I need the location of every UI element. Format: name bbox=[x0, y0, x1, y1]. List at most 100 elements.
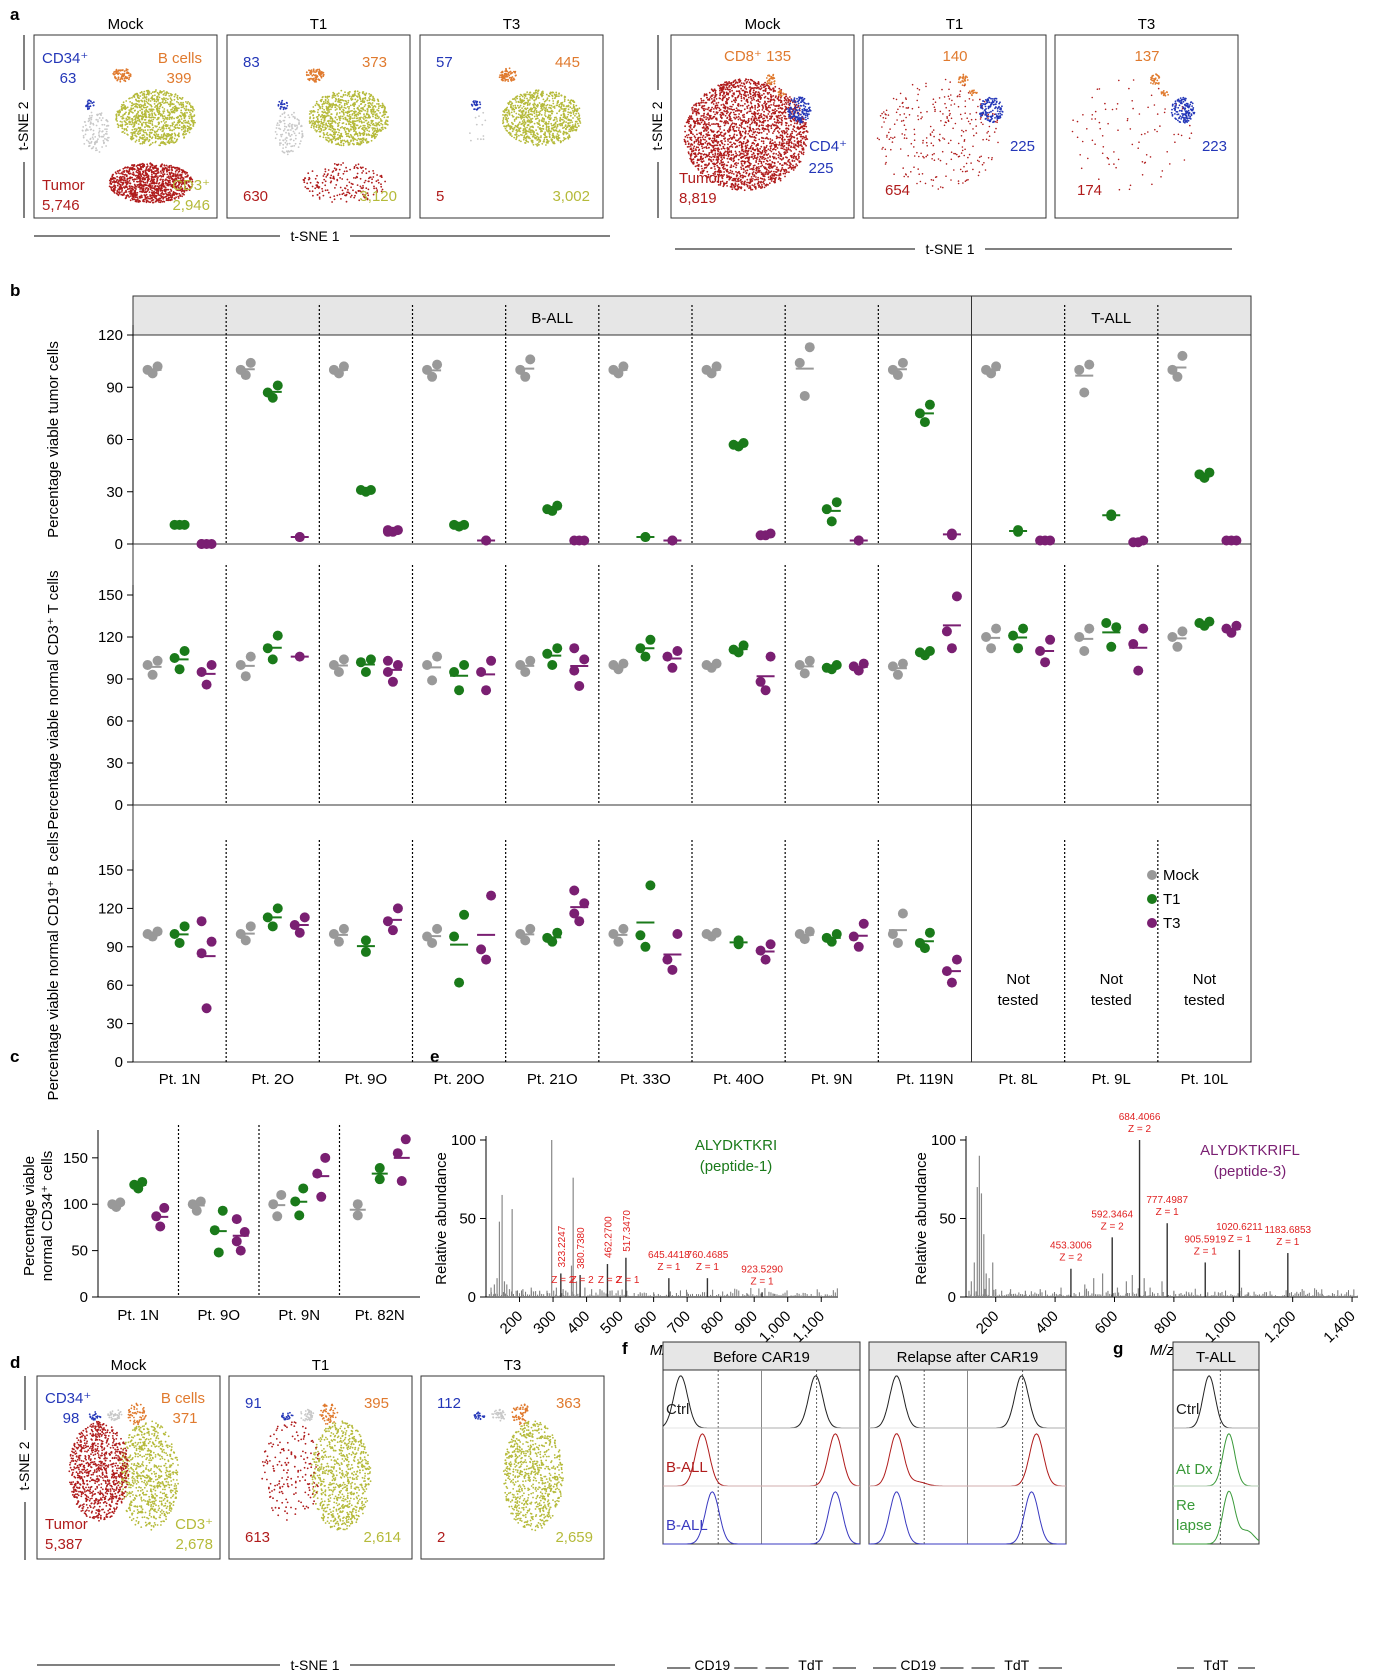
bcell-cloud bbox=[312, 71, 314, 73]
cd3-cloud bbox=[570, 119, 573, 122]
cd34-gray-cloud bbox=[90, 111, 93, 114]
tumor-cloud bbox=[737, 115, 740, 118]
cd3-cloud bbox=[548, 133, 551, 136]
cd3-cloud bbox=[123, 127, 126, 130]
cd3-cloud bbox=[374, 132, 377, 135]
cd3-cloud bbox=[520, 111, 523, 113]
tumor-cloud bbox=[151, 170, 153, 173]
cd3-cloud bbox=[348, 106, 351, 108]
cd3-cloud bbox=[142, 121, 145, 124]
cd3-cloud bbox=[186, 111, 188, 114]
cd34-gray-cloud bbox=[291, 113, 293, 116]
cd3-cloud bbox=[524, 121, 526, 124]
tumor-cloud bbox=[118, 192, 121, 195]
cd3-cloud bbox=[365, 127, 368, 130]
cd3-cloud bbox=[350, 125, 352, 128]
cd34-gray-cloud bbox=[290, 138, 293, 141]
cd34-gray-cloud bbox=[276, 133, 278, 136]
cd3-cloud bbox=[181, 96, 184, 99]
cd3-cloud bbox=[157, 128, 160, 131]
tumor-cloud bbox=[159, 190, 162, 192]
tumor-cloud bbox=[731, 89, 733, 92]
tumor-cloud bbox=[121, 187, 124, 190]
cd3-cloud bbox=[172, 106, 174, 109]
tumor-cloud bbox=[351, 183, 354, 186]
tumor-cloud bbox=[317, 181, 320, 184]
cd34-gray-cloud bbox=[482, 135, 485, 137]
cd3-cloud bbox=[178, 107, 180, 109]
cd3-cloud bbox=[515, 133, 518, 136]
cd3-cloud bbox=[534, 106, 536, 109]
cd3-cloud bbox=[349, 118, 351, 121]
cd3-cloud bbox=[322, 136, 325, 139]
cd3-cloud bbox=[543, 138, 546, 141]
cd3-cloud bbox=[518, 127, 520, 130]
cd34-cloud bbox=[88, 99, 91, 102]
cd3-cloud bbox=[536, 135, 538, 138]
tumor-cloud bbox=[152, 167, 155, 170]
cd3-cloud bbox=[515, 138, 517, 141]
cd3-cloud bbox=[189, 126, 191, 129]
cd3-cloud bbox=[529, 113, 532, 116]
cd3-cloud bbox=[344, 116, 347, 119]
tumor-cloud bbox=[703, 116, 705, 119]
tumor-cloud bbox=[113, 192, 116, 194]
bcell-cloud bbox=[119, 80, 122, 83]
cd3-cloud bbox=[361, 132, 364, 135]
tsne1-label: t-SNE 1 bbox=[290, 228, 339, 244]
bcell-cloud bbox=[315, 74, 317, 77]
cd3-cloud bbox=[191, 110, 194, 113]
cd3-cloud bbox=[555, 127, 558, 129]
cd3-cloud bbox=[312, 106, 315, 108]
tumor-cloud bbox=[144, 183, 147, 186]
cd3-cloud bbox=[145, 131, 147, 134]
cd3-cloud bbox=[128, 97, 131, 100]
cd3-cloud bbox=[538, 102, 541, 104]
cd34-gray-cloud bbox=[301, 130, 303, 133]
tumor-cloud bbox=[335, 184, 338, 186]
cd3-cloud bbox=[317, 124, 320, 126]
cd34-gray-cloud bbox=[283, 111, 286, 114]
cd3-cloud bbox=[550, 91, 552, 94]
cd3-cloud bbox=[138, 120, 141, 122]
cd3-cloud bbox=[319, 116, 322, 118]
cd3-cloud bbox=[348, 113, 351, 116]
cd3-cloud bbox=[155, 89, 157, 91]
tumor-cloud bbox=[151, 201, 154, 204]
cd3-cloud bbox=[555, 135, 558, 138]
cd3-cloud bbox=[378, 116, 380, 118]
cd34-gray-cloud bbox=[476, 138, 479, 140]
cd3-cloud bbox=[518, 129, 520, 132]
bcell-cloud bbox=[500, 71, 503, 74]
tumor-cloud bbox=[152, 181, 155, 183]
bcell-cloud bbox=[114, 70, 116, 73]
cd3-cloud bbox=[144, 102, 146, 105]
tumor-cloud bbox=[332, 175, 335, 178]
cd3-cloud bbox=[371, 136, 373, 139]
tumor-cloud bbox=[363, 181, 366, 184]
cd3-cloud bbox=[530, 133, 532, 136]
cd3-cloud bbox=[575, 112, 577, 115]
cd3-cloud bbox=[145, 109, 148, 112]
tumor-cloud bbox=[337, 172, 340, 175]
cd3-cloud bbox=[164, 143, 167, 146]
bcell-cloud bbox=[127, 78, 130, 81]
cd34-gray-cloud bbox=[92, 146, 95, 148]
cd3-cloud bbox=[170, 117, 173, 120]
tumor-cloud bbox=[335, 169, 337, 172]
cd3-cloud bbox=[523, 129, 525, 131]
cd3-cloud bbox=[358, 120, 361, 123]
tumor-cloud bbox=[137, 175, 140, 178]
tsne-title: Mock bbox=[745, 16, 781, 33]
cd3-cloud bbox=[312, 120, 315, 122]
tumor-cloud bbox=[333, 167, 336, 170]
tumor-cloud bbox=[323, 178, 326, 181]
bcell-cloud bbox=[509, 70, 512, 73]
cd3-cloud bbox=[345, 123, 348, 126]
tumor-cloud bbox=[359, 166, 362, 169]
cd3-cloud bbox=[337, 100, 339, 103]
tumor-cloud bbox=[141, 172, 144, 175]
cd3-cloud bbox=[329, 134, 331, 136]
cd3-cloud bbox=[170, 139, 173, 142]
cd34-gray-cloud bbox=[297, 119, 300, 121]
